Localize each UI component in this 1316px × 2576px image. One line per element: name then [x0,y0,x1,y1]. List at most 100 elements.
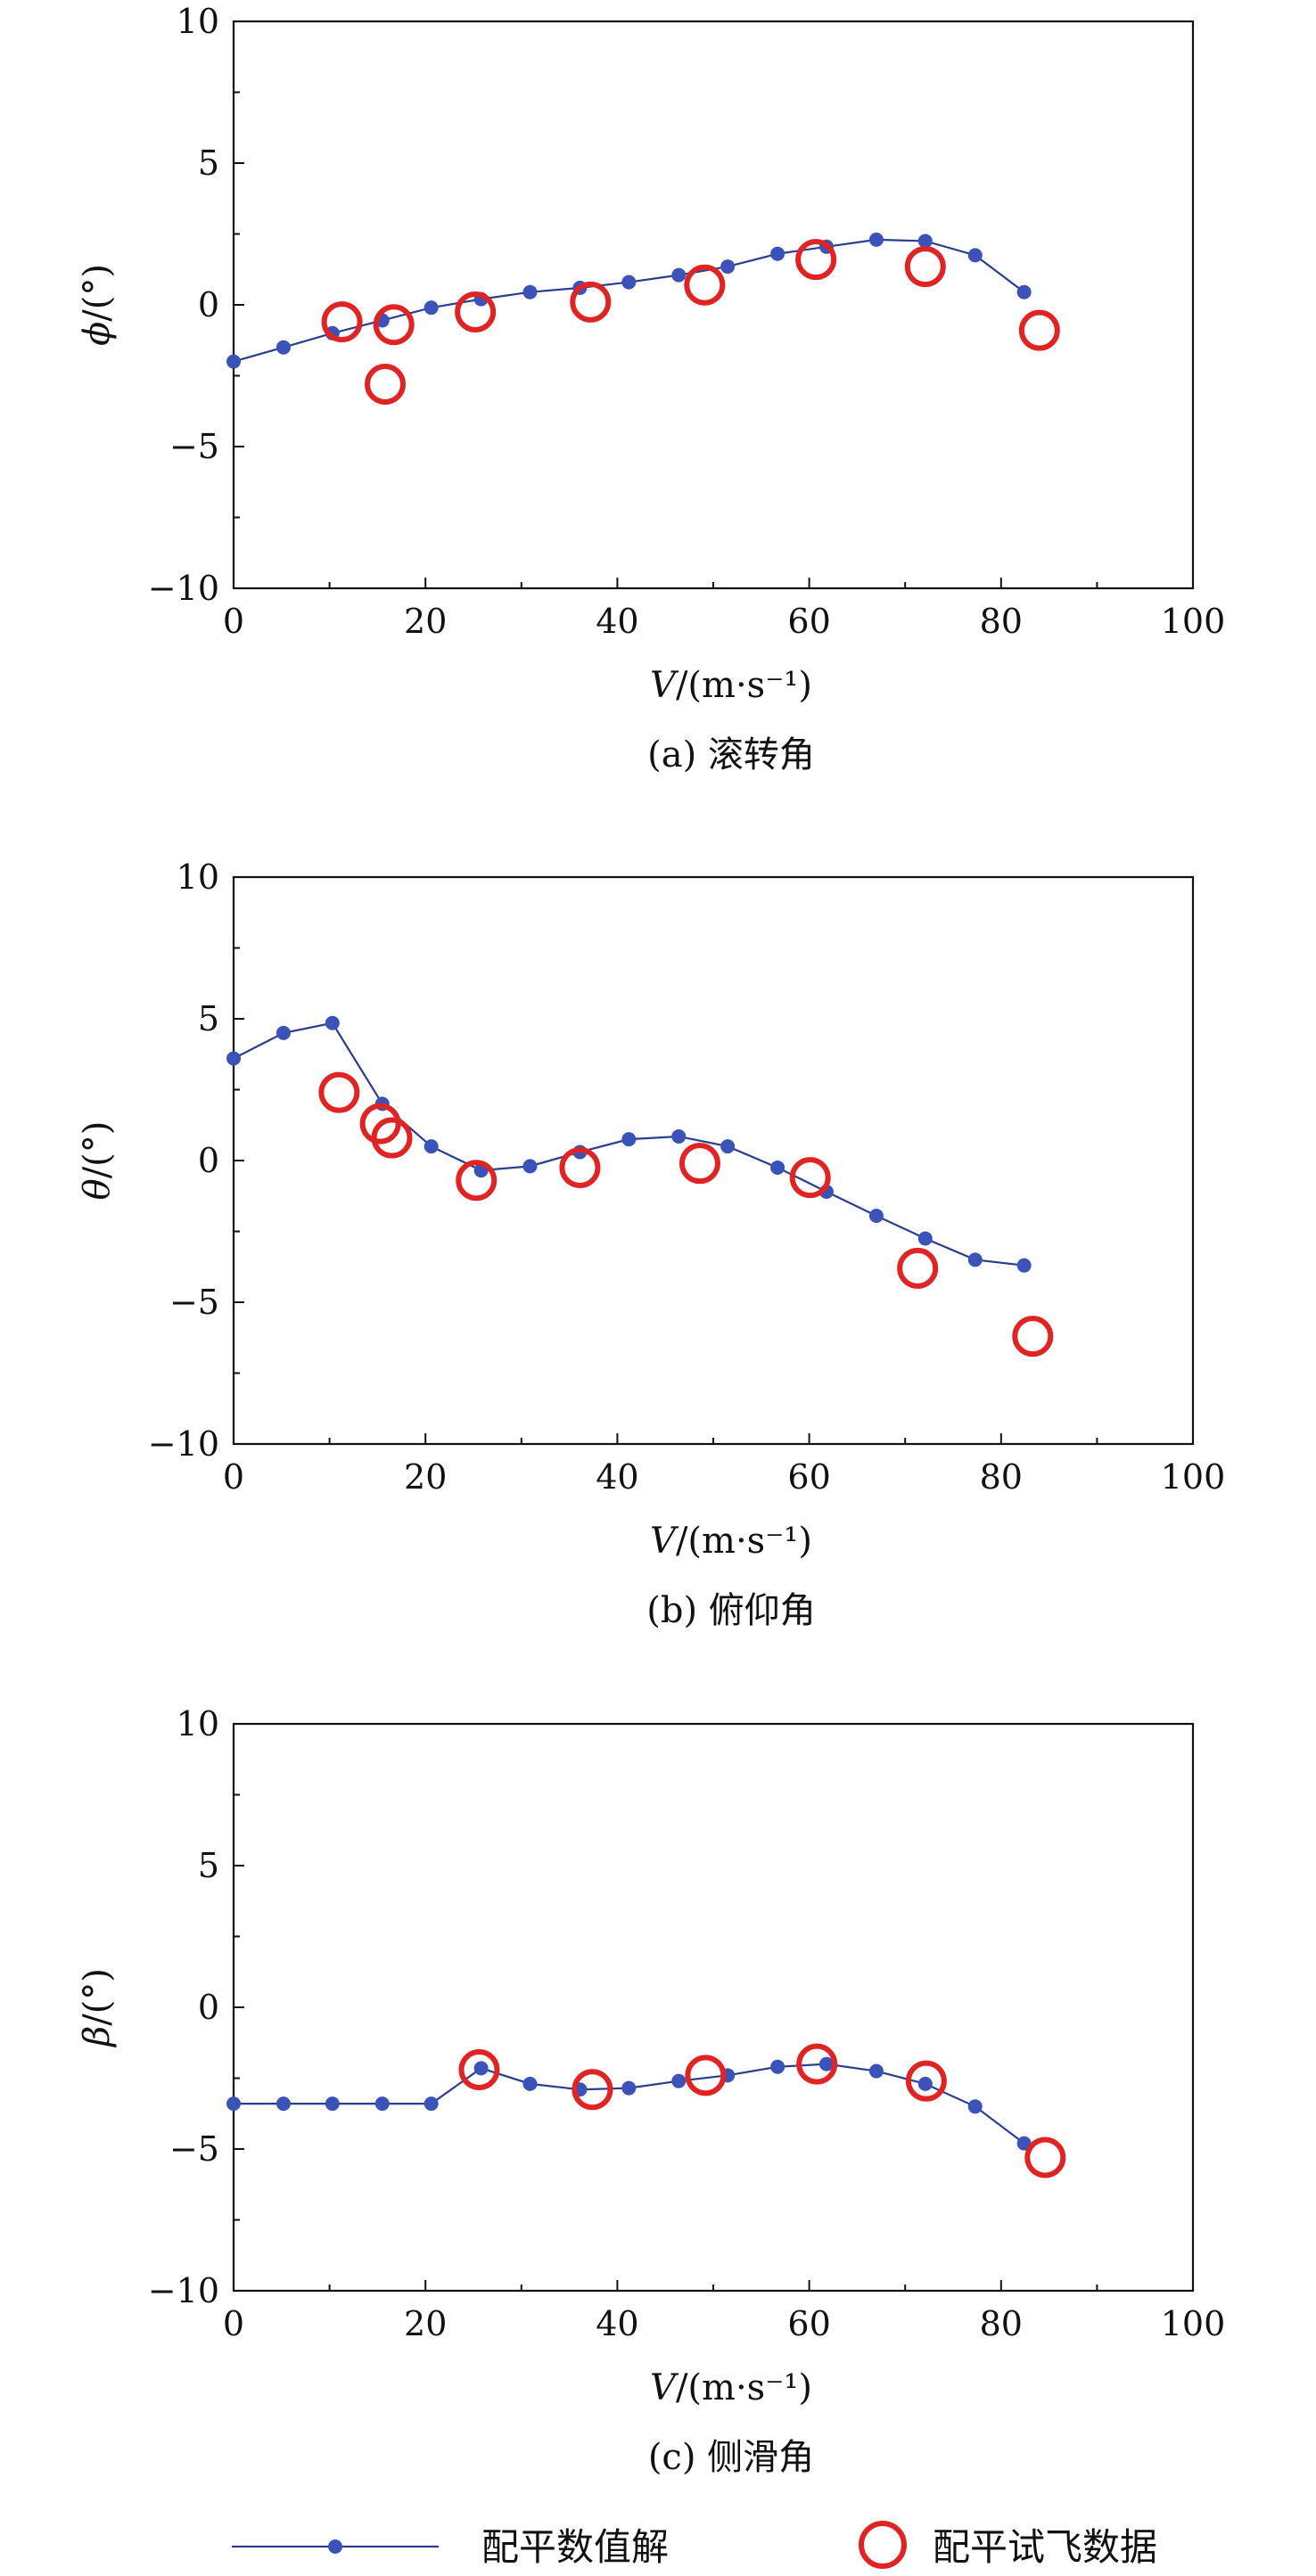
flight-data-point [789,1157,831,1199]
y-tick-label: 10 [177,1704,219,1743]
solution-point [325,1015,340,1030]
legend-flight-marker [859,2521,907,2569]
solution-point [226,354,241,369]
x-tick-label: 80 [980,602,1023,641]
x-axis-label: V/(m·s⁻¹) [650,1521,812,1562]
solution-point [770,2059,785,2074]
x-tick-label: 100 [1161,1457,1226,1497]
solution-series-line [234,2063,1025,2145]
solution-point [374,2096,390,2112]
legend-solution-label: 配平数值解 [481,2525,669,2569]
x-tick-label: 20 [404,1457,447,1497]
y-tick-label: 10 [177,2,219,41]
flight-data-point [904,246,946,288]
solution-point [770,246,785,261]
x-tick-label: 80 [980,1457,1023,1497]
solution-point [473,2061,489,2076]
x-tick-label: 0 [223,1457,244,1497]
solution-point [671,267,687,283]
legend-flight-label: 配平试飞数据 [933,2525,1157,2569]
y-tick-label: 5 [198,1846,219,1885]
y-tick-label: −5 [169,1283,219,1322]
flight-data-point [679,1143,720,1185]
flight-data-point [905,2060,947,2102]
solution-point [522,2076,538,2091]
flight-data-point [684,264,726,306]
y-axis-label: θ/(°) [77,1121,118,1201]
solution-point [868,1209,884,1224]
y-tick-label: 0 [198,1988,219,2027]
solution-point [522,1159,538,1174]
flight-data-point [1012,1316,1054,1358]
flight-data-point [1018,309,1060,351]
flight-data-point [455,291,497,332]
y-tick-label: −5 [169,427,219,466]
flight-data-point [365,364,407,406]
solution-series-line [233,238,1025,363]
x-tick-label: 100 [1161,602,1226,641]
solution-point [917,1231,933,1246]
solution-point [226,1051,241,1066]
plot-frame [232,875,1195,1446]
solution-point [917,2076,933,2091]
solution-point [276,1025,291,1040]
solution-point [424,300,439,316]
solution-point [522,284,538,299]
solution-point [276,340,291,355]
solution-point [671,2073,687,2088]
x-tick-label: 20 [404,2304,447,2343]
x-axis-label: V/(m·s⁻¹) [650,2367,812,2408]
solution-point [720,259,736,275]
flight-data-point [796,2043,838,2085]
x-tick-label: 60 [787,1457,830,1497]
flight-data-point [321,301,363,343]
solution-point [226,2096,241,2112]
y-tick-label: 5 [198,144,219,183]
panel-caption: (c) 侧滑角 [648,2437,814,2478]
panel-caption: (a) 滚转角 [647,734,815,775]
solution-point [621,2080,637,2096]
y-tick-label: −10 [148,1424,219,1464]
solution-point [1016,284,1032,299]
x-tick-label: 60 [787,2304,830,2343]
chart-panel-1: 0 20 40 60 80 100 −10 −5 0 5 10 θ/(°) V/(m·s⁻¹) (b) 俯… [77,857,1225,1631]
x-tick-label: 40 [596,2304,638,2343]
solution-point [967,1252,983,1267]
x-tick-label: 0 [223,602,244,641]
solution-point [671,1128,687,1144]
y-tick-label: −10 [148,569,219,608]
plot-frame [232,1722,1195,2293]
y-axis-label: ϕ/(°) [77,264,118,346]
chart-panel-2: 0 20 40 60 80 100 −10 −5 0 5 10 β/(°) V/(m·s⁻¹) (c) 侧… [77,1704,1225,2478]
solution-point [621,1132,637,1147]
flight-data-point [456,1160,498,1202]
x-tick-label: 0 [223,2304,244,2343]
flight-data-point [570,281,612,323]
solution-point [325,2096,340,2112]
flight-data-point [1024,2137,1066,2178]
flight-data-point [795,239,837,281]
flight-data-point [559,1146,601,1188]
x-tick-label: 100 [1161,2304,1226,2343]
solution-point [720,1139,736,1154]
solution-point [967,248,983,263]
flight-data-point [572,2069,613,2111]
solution-point [770,1160,785,1175]
flight-data-point [371,1117,413,1159]
flight-data-point [318,1071,360,1113]
flight-data-point [458,2048,500,2090]
solution-point [276,2096,291,2112]
flight-data-point [685,2055,727,2096]
legend-solution-marker [328,2539,342,2554]
plot-frame [232,20,1195,590]
x-tick-label: 40 [596,602,638,641]
y-tick-label: 10 [177,857,219,897]
x-tick-label: 40 [596,1457,638,1497]
solution-point [868,232,884,247]
y-tick-label: 0 [198,1141,219,1180]
x-tick-label: 60 [787,602,830,641]
solution-point [621,275,637,290]
y-tick-label: 5 [198,999,219,1038]
solution-point [424,2096,439,2112]
solution-point [1016,1258,1032,1273]
